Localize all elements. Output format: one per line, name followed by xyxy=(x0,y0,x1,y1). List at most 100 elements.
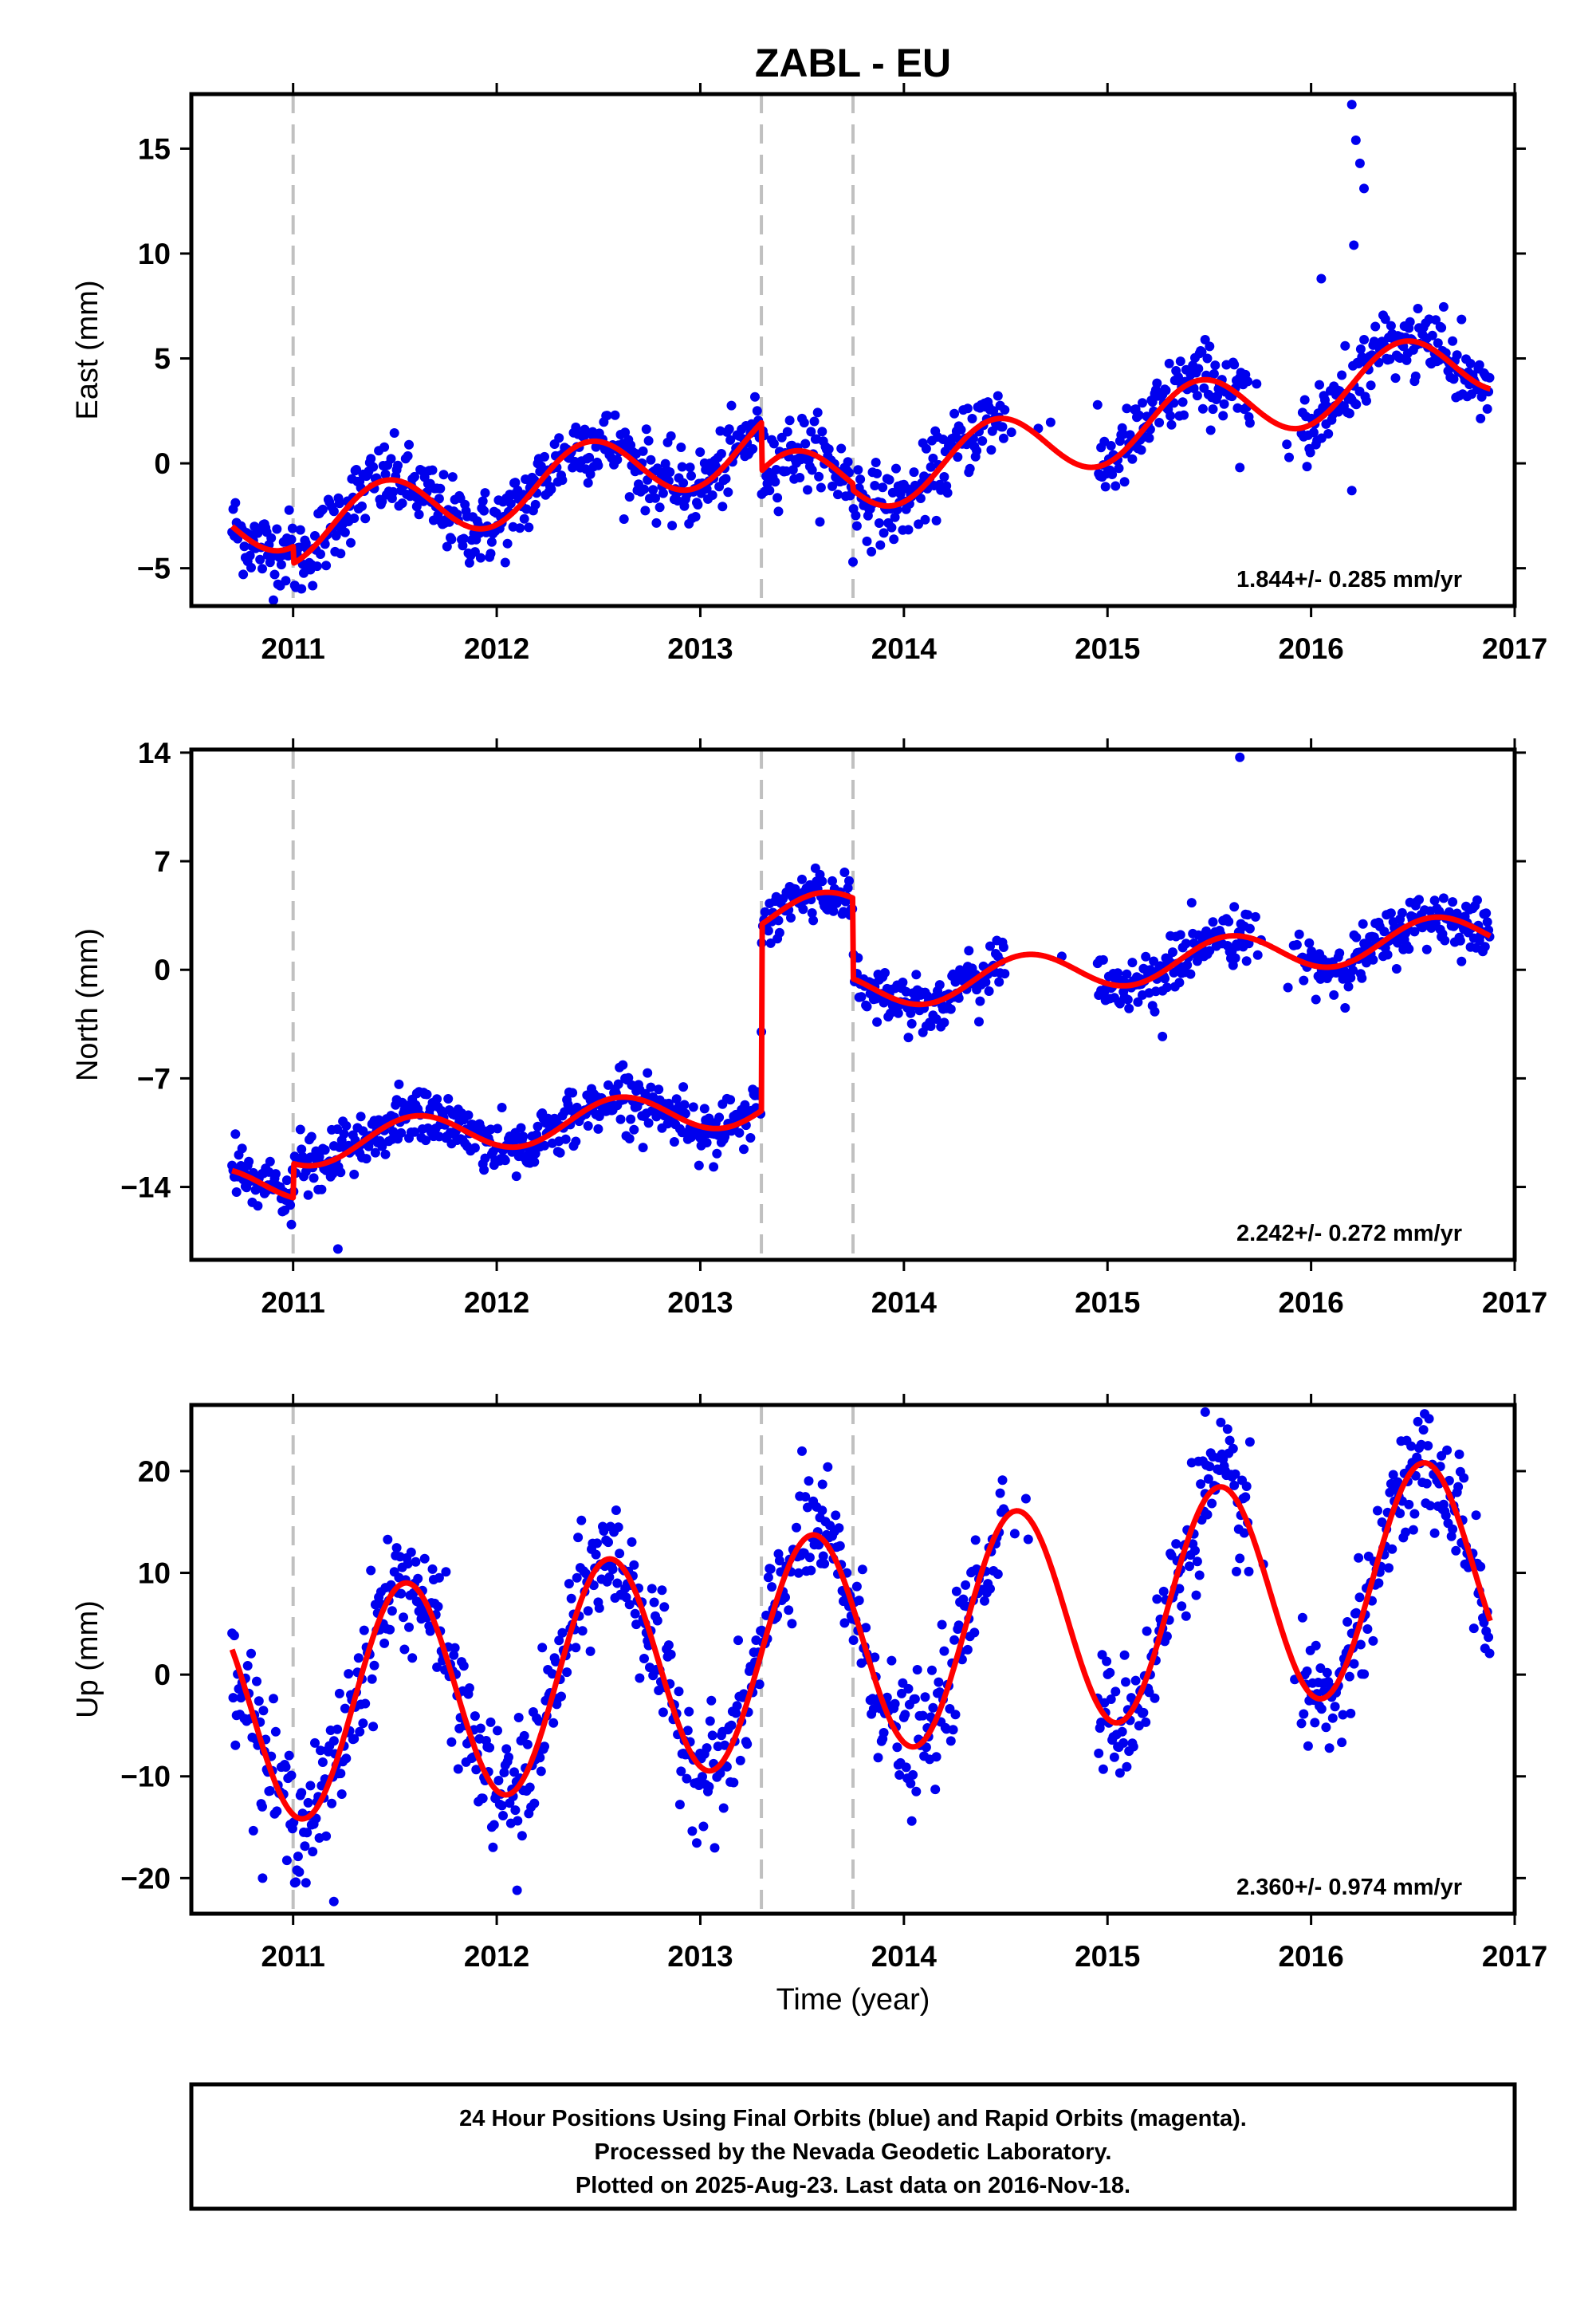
data-point xyxy=(680,1108,690,1119)
data-point xyxy=(1413,304,1423,313)
data-point xyxy=(1338,1710,1348,1720)
data-point xyxy=(388,486,399,497)
data-point xyxy=(1357,973,1367,983)
data-point xyxy=(674,1800,685,1810)
data-point xyxy=(1230,953,1240,963)
data-point xyxy=(535,1753,545,1763)
x-tick-label: 2016 xyxy=(1278,632,1343,665)
data-point xyxy=(1241,1482,1252,1491)
data-point xyxy=(690,512,701,521)
data-point xyxy=(1244,1437,1255,1447)
data-point xyxy=(602,411,612,421)
data-point xyxy=(1299,975,1309,986)
data-point xyxy=(433,510,443,520)
data-point xyxy=(1201,926,1212,936)
data-point xyxy=(557,475,568,486)
data-point xyxy=(676,443,686,452)
data-point xyxy=(479,506,489,516)
data-point xyxy=(1302,1666,1312,1676)
footer-box: 24 Hour Positions Using Final Orbits (bl… xyxy=(189,2082,1517,2211)
data-point xyxy=(254,1696,264,1706)
data-point xyxy=(422,1089,432,1100)
data-point xyxy=(1222,1424,1232,1434)
data-point xyxy=(1202,1509,1213,1520)
data-point xyxy=(1161,385,1171,396)
data-point xyxy=(368,462,379,472)
data-point xyxy=(386,454,396,464)
data-point xyxy=(1181,1611,1191,1621)
data-point xyxy=(591,1549,601,1560)
data-point xyxy=(321,1831,332,1841)
data-point xyxy=(1414,895,1424,905)
data-point xyxy=(551,1656,560,1667)
data-point xyxy=(257,1801,267,1812)
data-point xyxy=(774,1556,784,1566)
data-point xyxy=(270,1726,281,1737)
data-point xyxy=(411,1556,421,1567)
data-point xyxy=(1315,380,1324,390)
data-point xyxy=(733,1635,743,1646)
data-point xyxy=(1111,481,1121,491)
data-point xyxy=(303,1190,313,1200)
data-point xyxy=(993,1569,1003,1580)
data-point xyxy=(665,467,675,478)
data-point xyxy=(1391,964,1401,974)
data-point xyxy=(886,1655,897,1666)
data-point xyxy=(870,1652,880,1663)
data-point xyxy=(1362,1624,1373,1634)
data-point xyxy=(615,1549,625,1559)
data-point xyxy=(281,576,291,586)
data-point xyxy=(939,472,949,482)
data-point xyxy=(1359,1669,1370,1679)
data-point xyxy=(886,1008,895,1018)
y-tick-label: 10 xyxy=(138,238,171,270)
data-point xyxy=(1465,359,1476,368)
data-point xyxy=(276,560,286,570)
data-point xyxy=(604,1572,615,1582)
data-point xyxy=(949,408,960,419)
data-point xyxy=(875,540,886,550)
data-point xyxy=(341,1753,352,1764)
data-point xyxy=(659,1602,670,1612)
data-point xyxy=(505,498,516,509)
data-point xyxy=(1164,358,1174,368)
data-point xyxy=(657,1585,667,1596)
data-point xyxy=(502,538,513,549)
data-point xyxy=(611,1505,621,1515)
data-point xyxy=(1421,944,1432,954)
data-point xyxy=(489,1820,499,1830)
data-point xyxy=(1348,966,1358,975)
data-point xyxy=(844,876,854,886)
data-point xyxy=(1177,1601,1187,1612)
data-point xyxy=(706,1695,717,1706)
data-point xyxy=(1434,906,1445,916)
data-point xyxy=(410,1127,419,1137)
data-point xyxy=(1297,1612,1307,1623)
data-point xyxy=(1244,923,1255,934)
data-point xyxy=(316,1184,327,1194)
data-point xyxy=(831,1510,841,1521)
data-point xyxy=(1105,1667,1115,1678)
data-point xyxy=(485,1742,495,1753)
data-point xyxy=(270,1169,281,1179)
x-tick-label: 2012 xyxy=(464,632,529,665)
data-point xyxy=(269,569,280,580)
data-point xyxy=(1327,1713,1338,1723)
data-point xyxy=(806,427,816,437)
data-point xyxy=(643,1118,654,1128)
data-point xyxy=(619,514,629,524)
data-point xyxy=(709,1162,719,1172)
data-point xyxy=(945,1736,956,1746)
data-point xyxy=(687,1826,698,1836)
data-point xyxy=(593,1124,603,1134)
data-point xyxy=(1134,410,1144,420)
data-point xyxy=(646,1082,656,1092)
data-point xyxy=(1390,373,1401,384)
data-point xyxy=(1191,1590,1201,1600)
data-point xyxy=(1386,321,1396,331)
data-point xyxy=(663,1640,674,1651)
x-tick-label: 2016 xyxy=(1278,1940,1343,1973)
data-point xyxy=(886,522,897,533)
data-point xyxy=(965,463,975,474)
data-point xyxy=(1094,1748,1104,1758)
